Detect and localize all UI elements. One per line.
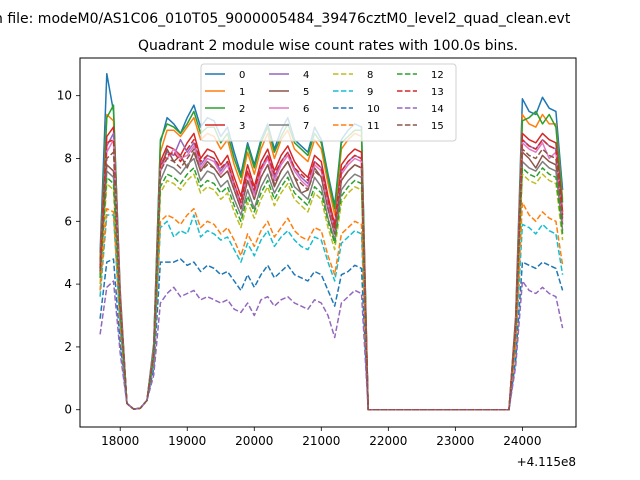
- series-layer: [99, 72, 564, 411]
- x-tick-label: 20000: [235, 434, 273, 448]
- legend-label-10: 10: [367, 104, 380, 115]
- legend-label-5: 5: [303, 87, 309, 98]
- x-tick-label: 23000: [436, 434, 474, 448]
- legend-label-6: 6: [303, 104, 309, 115]
- legend-label-15: 15: [431, 121, 444, 132]
- y-tick-label: 8: [64, 151, 72, 165]
- plot-frame: [79, 57, 577, 428]
- series-line-2: [99, 104, 564, 411]
- legend-label-0: 0: [239, 70, 245, 81]
- series-line-3: [99, 126, 564, 411]
- y-axis: 0 2 4 6 8 10: [57, 89, 80, 417]
- x-tick-label: 21000: [302, 434, 340, 448]
- legend-label-2: 2: [239, 104, 245, 115]
- y-tick-label: 0: [64, 403, 72, 417]
- legend-label-1: 1: [239, 87, 245, 98]
- x-tick-label: 22000: [369, 434, 407, 448]
- legend-label-12: 12: [431, 70, 444, 81]
- y-tick-label: 4: [64, 277, 72, 291]
- x-tick-label: 24000: [503, 434, 541, 448]
- legend-box: [200, 63, 457, 142]
- x-axis-offset-label: +4.115e8: [517, 455, 576, 469]
- series-line-9: [99, 214, 564, 411]
- x-axis: 18000 19000 20000 21000 22000 23000 24000: [101, 427, 541, 448]
- x-tick-label: 19000: [168, 434, 206, 448]
- legend-label-3: 3: [239, 121, 245, 132]
- legend-label-14: 14: [431, 104, 444, 115]
- series-line-12: [99, 167, 564, 411]
- x-tick-label: 18000: [101, 434, 139, 448]
- legend-label-13: 13: [431, 87, 444, 98]
- series-line-13: [99, 138, 564, 411]
- figure-suptitle: n file: modeM0/AS1C06_010T05_9000005484_…: [0, 11, 571, 27]
- legend-label-8: 8: [367, 70, 373, 81]
- y-tick-label: 6: [64, 214, 72, 228]
- legend-label-7: 7: [303, 121, 309, 132]
- series-line-10: [99, 258, 564, 411]
- series-line-15: [99, 148, 564, 411]
- series-line-14: [99, 280, 564, 411]
- y-tick-label: 2: [64, 340, 72, 354]
- legend-label-11: 11: [367, 121, 380, 132]
- chart-title: Quadrant 2 module wise count rates with …: [138, 38, 518, 54]
- legend-label-4: 4: [303, 70, 309, 81]
- y-tick-label: 10: [57, 89, 72, 103]
- series-line-6: [99, 138, 564, 411]
- legend-label-9: 9: [367, 87, 373, 98]
